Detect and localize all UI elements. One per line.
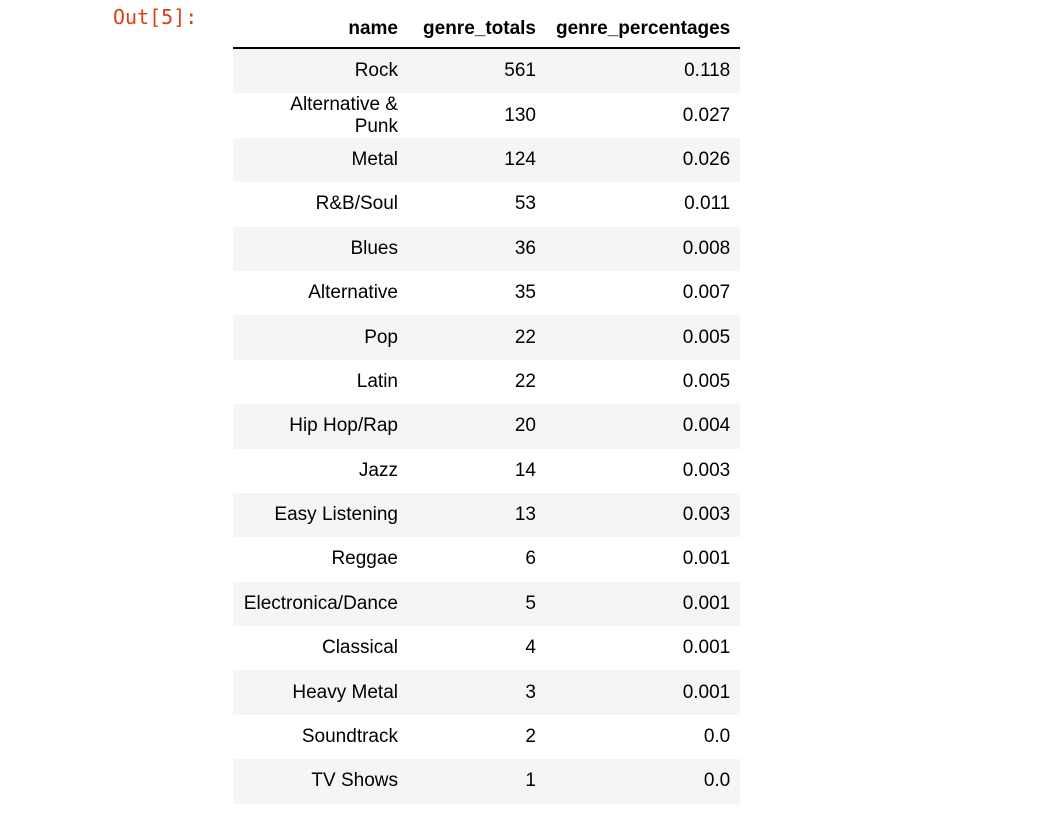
table-body: Rock 561 0.118 Alternative & Punk 130 0.027 Me… xyxy=(233,48,741,804)
column-header-name: name xyxy=(233,11,408,49)
cell-genre-percentages: 0.0 xyxy=(703,726,731,748)
table-header-row: name genre_totals genre_percentages xyxy=(233,11,741,49)
cell-genre-percentages: 0.008 xyxy=(682,237,731,259)
cell-genre-percentages: 0.0 xyxy=(703,770,731,792)
cell-genre-totals: 3 xyxy=(525,681,536,703)
cell-name: Reggae xyxy=(331,548,398,570)
cell-name: TV Shows xyxy=(311,770,398,792)
cell-name: Easy Listening xyxy=(274,504,398,526)
table-row: Electronica/Dance 5 0.001 xyxy=(233,581,741,627)
cell-genre-totals: 5 xyxy=(525,592,536,614)
table-row: Reggae 6 0.001 xyxy=(233,537,740,581)
cell-name: Electronica/Dance xyxy=(243,592,398,614)
cell-name: Rock xyxy=(354,60,398,82)
cell-genre-totals: 35 xyxy=(514,282,536,304)
table-row: Easy Listening 13 0.003 xyxy=(233,492,741,538)
cell-genre-totals: 14 xyxy=(514,459,536,481)
cell-name: Alternative & Punk xyxy=(290,93,398,137)
cell-genre-totals: 130 xyxy=(504,104,536,126)
cell-genre-percentages: 0.001 xyxy=(682,592,731,614)
cell-name: Metal xyxy=(351,148,398,170)
table-row: Alternative 35 0.007 xyxy=(233,271,740,315)
cell-genre-totals: 22 xyxy=(514,370,536,392)
cell-genre-percentages: 0.001 xyxy=(682,637,731,659)
cell-genre-totals: 124 xyxy=(504,148,536,170)
cell-name: R&B/Soul xyxy=(315,193,398,215)
cell-genre-totals: 13 xyxy=(514,504,536,526)
table-row: Rock 561 0.118 xyxy=(233,48,741,94)
table-row: Jazz 14 0.003 xyxy=(233,449,740,493)
cell-genre-percentages: 0.026 xyxy=(682,148,731,170)
table-row: Soundtrack 2 0.0 xyxy=(233,715,740,759)
cell-genre-percentages: 0.011 xyxy=(684,193,731,215)
cell-name: Blues xyxy=(350,237,398,259)
cell-genre-totals: 6 xyxy=(525,548,536,570)
table-row: Alternative & Punk 130 0.027 xyxy=(233,93,740,137)
cell-genre-totals: 561 xyxy=(504,60,536,82)
cell-genre-percentages: 0.001 xyxy=(682,681,731,703)
cell-name: Soundtrack xyxy=(301,726,398,748)
cell-genre-percentages: 0.005 xyxy=(682,326,731,348)
column-header-genre-totals: genre_totals xyxy=(408,11,546,49)
cell-name: Jazz xyxy=(358,459,398,481)
table-row: Hip Hop/Rap 20 0.004 xyxy=(233,404,741,449)
table-row: Metal 124 0.026 xyxy=(233,137,741,183)
cell-name: Latin xyxy=(356,370,398,392)
cell-genre-totals: 53 xyxy=(514,193,536,215)
table-row: Blues 36 0.008 xyxy=(233,226,741,271)
cell-genre-percentages: 0.004 xyxy=(682,415,731,437)
cell-genre-totals: 20 xyxy=(514,415,536,437)
table-row: Pop 22 0.005 xyxy=(233,315,741,360)
cell-name: Heavy Metal xyxy=(292,681,398,703)
dataframe-table: name genre_totals genre_percentages Rock… xyxy=(233,11,741,804)
cell-genre-percentages: 0.003 xyxy=(682,504,731,526)
cell-genre-totals: 2 xyxy=(525,726,536,748)
table-row: Heavy Metal 3 0.001 xyxy=(233,670,741,715)
column-header-genre-percentages: genre_percentages xyxy=(546,11,741,49)
table-row: Classical 4 0.001 xyxy=(233,626,740,670)
cell-genre-totals: 36 xyxy=(514,237,536,259)
cell-genre-percentages: 0.027 xyxy=(682,104,731,126)
cell-genre-percentages: 0.003 xyxy=(682,459,731,481)
table-row: R&B/Soul 53 0.011 xyxy=(233,182,740,226)
cell-genre-totals: 1 xyxy=(525,770,536,792)
cell-name: Hip Hop/Rap xyxy=(289,415,398,437)
table-row: TV Shows 1 0.0 xyxy=(233,759,741,804)
cell-genre-percentages: 0.005 xyxy=(682,370,731,392)
cell-genre-totals: 4 xyxy=(525,637,536,659)
cell-genre-percentages: 0.118 xyxy=(684,60,731,82)
cell-name: Pop xyxy=(364,326,398,348)
cell-genre-totals: 22 xyxy=(514,326,536,348)
cell-name: Classical xyxy=(321,637,398,659)
table-row: Latin 22 0.005 xyxy=(233,360,740,404)
cell-name: Alternative xyxy=(308,282,398,304)
output-prompt-label: Out[5]: xyxy=(113,5,198,29)
cell-genre-percentages: 0.001 xyxy=(682,548,731,570)
cell-genre-percentages: 0.007 xyxy=(682,282,731,304)
